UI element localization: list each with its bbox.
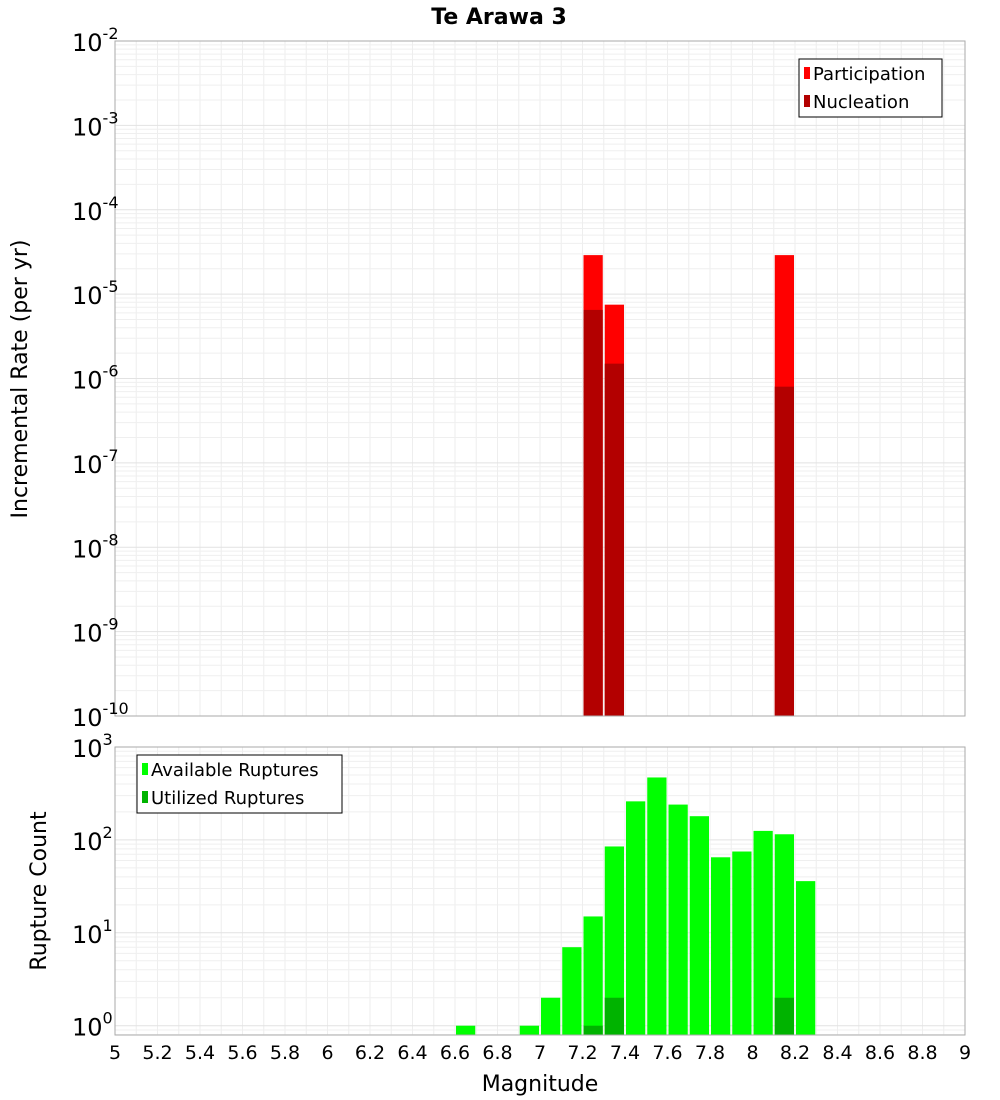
chart-title: Te Arawa 3 [431, 5, 567, 30]
plot-frame [114, 40, 966, 717]
x-tick-label: 5.2 [142, 1042, 172, 1064]
x-tick-label: 7 [534, 1042, 546, 1064]
x-tick-label: 7.8 [695, 1042, 725, 1064]
x-tick-label: 5.6 [227, 1042, 257, 1064]
bar-utilized-ruptures [774, 997, 794, 1035]
legend-label: Available Ruptures [151, 760, 319, 781]
bar-available-ruptures [711, 857, 731, 1035]
bar-available-ruptures [668, 804, 688, 1035]
legend: Participation Nucleation [798, 58, 943, 118]
y-tick-label: 10-9 [72, 615, 119, 648]
y-tick-label: 10-7 [72, 446, 119, 479]
legend-swatch [142, 763, 148, 775]
legend-label: Participation [813, 64, 925, 85]
bar-available-ruptures [732, 851, 752, 1035]
y-tick-label: 10-8 [72, 530, 119, 563]
bar-available-ruptures [626, 801, 646, 1035]
bar-available-ruptures [456, 1025, 476, 1035]
bar-available-ruptures [583, 916, 603, 1035]
y-tick-label: 10-3 [72, 108, 119, 141]
y-tick-label: 102 [72, 823, 113, 856]
y-tick-label: 101 [72, 916, 113, 949]
bar-available-ruptures [647, 777, 667, 1035]
plot-frame [114, 746, 966, 1036]
bar-available-ruptures [562, 947, 582, 1035]
bar-nucleation [583, 309, 603, 716]
y-tick-label: 10-5 [72, 277, 119, 310]
rate-panel: 10-2 10-3 10-4 10-5 10-6 10-7 10-8 10-9 10-10 Par… [72, 24, 966, 732]
y-tick-label: 10-10 [72, 699, 129, 732]
bar-utilized-ruptures [604, 997, 624, 1035]
x-axis-label: Magnitude [482, 1072, 599, 1097]
x-tick-label: 7.4 [610, 1042, 640, 1064]
y-axis-label-count: Rupture Count [27, 811, 52, 971]
x-tick-label: 6.4 [397, 1042, 427, 1064]
bar-available-ruptures [604, 846, 624, 1035]
legend-swatch [142, 791, 148, 803]
count-panel: 103 102 101 100 Available Ruptures Utilized R… [72, 730, 966, 1042]
y-tick-label: 10-2 [72, 24, 119, 57]
legend-swatch [804, 67, 810, 79]
legend-label: Nucleation [813, 92, 909, 113]
bar-utilized-ruptures [583, 1025, 603, 1035]
bar-nucleation [774, 386, 794, 716]
y-tick-label: 103 [72, 730, 113, 763]
bar-nucleation [604, 363, 624, 716]
y-axis-label-rate: Incremental Rate (per yr) [8, 240, 33, 519]
x-tick-label: 7.6 [652, 1042, 682, 1064]
legend-label: Utilized Ruptures [151, 788, 304, 809]
bar-available-ruptures [689, 816, 709, 1035]
x-tick-label: 6.8 [482, 1042, 512, 1064]
bar-available-ruptures [796, 881, 816, 1035]
x-tick-label: 8 [746, 1042, 758, 1064]
y-tick-label: 100 [72, 1009, 113, 1042]
x-tick-label: 6 [321, 1042, 333, 1064]
y-tick-label: 10-6 [72, 362, 119, 395]
x-tick-label: 6.2 [355, 1042, 385, 1064]
x-tick-label: 7.2 [567, 1042, 597, 1064]
x-tick-label: 5.8 [270, 1042, 300, 1064]
x-tick-label: 8.6 [865, 1042, 895, 1064]
bar-available-ruptures [541, 997, 561, 1035]
legend-swatch [804, 95, 810, 107]
x-axis: 5 5.2 5.4 5.6 5.8 6 6.2 6.4 6.6 6.8 7 7.2 7.4 7.6 7.8 8… [109, 1042, 971, 1064]
legend-box [798, 58, 943, 118]
x-tick-label: 8.4 [822, 1042, 852, 1064]
legend-box [136, 754, 343, 814]
x-tick-label: 5 [109, 1042, 121, 1064]
legend: Available Ruptures Utilized Ruptures [136, 754, 343, 814]
y-tick-label: 10-4 [72, 193, 119, 226]
x-tick-label: 8.2 [780, 1042, 810, 1064]
bar-available-ruptures [519, 1025, 539, 1035]
bar-available-ruptures [774, 834, 794, 1035]
x-tick-label: 5.4 [185, 1042, 215, 1064]
x-tick-label: 6.6 [440, 1042, 470, 1064]
x-tick-label: 8.8 [907, 1042, 937, 1064]
x-tick-label: 9 [959, 1042, 971, 1064]
bar-available-ruptures [753, 830, 773, 1035]
